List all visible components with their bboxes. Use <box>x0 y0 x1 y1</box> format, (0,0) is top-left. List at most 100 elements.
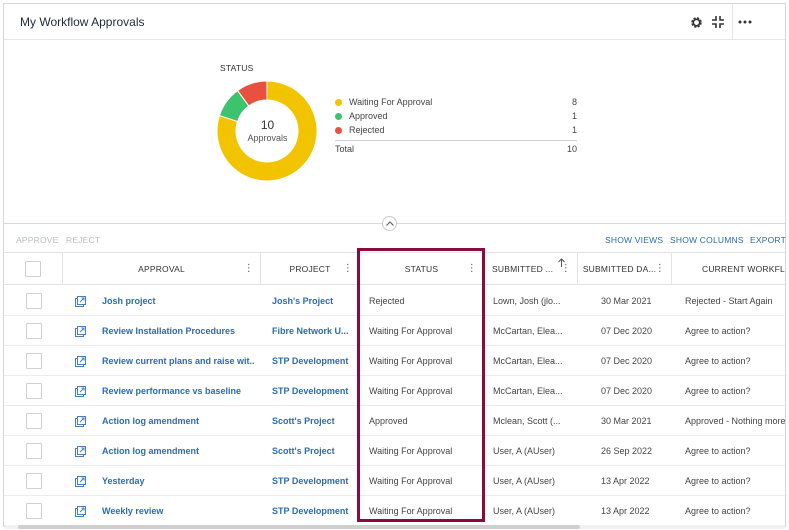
submitted-date-cell: 30 Mar 2021 <box>601 416 652 426</box>
row-checkbox[interactable] <box>26 473 42 489</box>
open-in-new-window-icon[interactable] <box>75 355 86 367</box>
column-header-status[interactable]: STATUS ⋮ <box>360 253 484 285</box>
status-cell: Waiting For Approval <box>369 476 453 486</box>
open-in-new-window-icon[interactable] <box>75 325 86 337</box>
donut-slice-rejected[interactable] <box>236 80 268 107</box>
column-menu-icon[interactable]: ⋮ <box>654 263 665 274</box>
status-cell: Approved <box>369 416 408 426</box>
column-header-project[interactable]: PROJECT ⋮ <box>261 253 360 285</box>
legend-label: Rejected <box>349 125 385 135</box>
project-link[interactable]: Scott's Project <box>272 446 335 456</box>
row-select-cell <box>26 316 46 346</box>
column-menu-icon[interactable]: ⋮ <box>466 263 477 274</box>
table-row[interactable]: Review Installation Procedures Fibre Netw… <box>4 316 785 346</box>
table-row[interactable]: Yesterday STP Development Waiting For Appr… <box>4 466 785 496</box>
open-in-new-window-icon[interactable] <box>75 505 86 517</box>
open-in-new-window-icon[interactable] <box>75 385 86 397</box>
submitted-date-cell: 07 Dec 2020 <box>601 326 653 336</box>
project-link[interactable]: STP Development <box>272 476 349 486</box>
row-checkbox[interactable] <box>26 353 42 369</box>
table-header: APPROVAL ⋮ PROJECT ⋮ STATUS ⋮ SUBMITTED … <box>4 252 785 285</box>
show-views-button[interactable]: SHOW VIEWS <box>605 235 664 245</box>
current-workflow-cell: Agree to action? <box>685 386 751 396</box>
column-menu-icon[interactable]: ⋮ <box>342 263 353 274</box>
approve-button[interactable]: APPROVE <box>16 235 59 245</box>
submitted-date-cell: 07 Dec 2020 <box>601 386 653 396</box>
open-in-new-window-icon[interactable] <box>75 295 86 307</box>
approval-link[interactable]: Josh project <box>102 296 156 306</box>
column-header-submitted-by[interactable]: SUBMITTED ... ⋮ <box>484 253 578 285</box>
sort-ascending-arrow-icon[interactable] <box>558 258 565 267</box>
submitted-by-cell: User, A (AUser) <box>493 506 556 516</box>
select-all-checkbox[interactable] <box>25 261 41 277</box>
current-workflow-cell: Agree to action? <box>685 446 751 456</box>
project-link[interactable]: Scott's Project <box>272 416 335 426</box>
collapse-arrows-icon[interactable] <box>710 14 726 30</box>
row-select-cell <box>26 346 46 376</box>
row-checkbox[interactable] <box>26 413 42 429</box>
row-select-cell <box>26 496 46 526</box>
table-row[interactable]: Action log amendment Scott's Project Appro… <box>4 406 785 436</box>
horizontal-scrollbar[interactable] <box>4 525 785 529</box>
export-button[interactable]: EXPORT <box>750 235 786 245</box>
current-workflow-cell: Agree to action? <box>685 506 751 516</box>
project-link[interactable]: STP Development <box>272 506 349 516</box>
donut-slice-waiting-for-approval[interactable] <box>216 80 318 182</box>
project-link[interactable]: STP Development <box>272 356 349 366</box>
column-header-approval[interactable]: APPROVAL ⋮ <box>63 253 261 285</box>
approval-link[interactable]: Yesterday <box>102 476 145 486</box>
collapse-chart-button[interactable] <box>382 216 397 231</box>
project-link[interactable]: STP Development <box>272 386 349 396</box>
row-checkbox[interactable] <box>26 383 42 399</box>
more-options-icon[interactable] <box>737 14 753 30</box>
column-menu-icon[interactable]: ⋮ <box>243 263 254 274</box>
donut-center-value: 10 <box>260 118 275 132</box>
table-row[interactable]: Review performance vs baseline STP Develo… <box>4 376 785 406</box>
table-row[interactable]: Josh project Josh's Project Rejected Lown, … <box>4 286 785 316</box>
column-menu-icon[interactable]: ⋮ <box>560 263 571 274</box>
header-separator <box>732 4 733 40</box>
project-link[interactable]: Josh's Project <box>272 296 334 306</box>
status-cell: Waiting For Approval <box>369 446 453 456</box>
open-in-new-window-icon[interactable] <box>75 445 86 457</box>
submitted-date-cell: 30 Mar 2021 <box>601 296 652 306</box>
column-header-label: PROJECT <box>289 264 331 274</box>
approval-link[interactable]: Review current plans and raise wit... <box>102 356 254 366</box>
column-header-label: STATUS <box>404 264 439 274</box>
approval-link[interactable]: Review Installation Procedures <box>102 326 236 336</box>
legend-total-value: 10 <box>566 144 577 154</box>
legend-dot-icon <box>335 127 342 134</box>
column-header-current-workflow[interactable]: CURRENT WORKFLOW <box>672 253 785 285</box>
row-checkbox[interactable] <box>26 443 42 459</box>
table-row[interactable]: Action log amendment Scott's Project Waiti… <box>4 436 785 466</box>
row-checkbox[interactable] <box>26 323 42 339</box>
row-open-cell <box>75 436 89 466</box>
scrollbar-thumb[interactable] <box>18 525 580 529</box>
row-open-cell <box>75 466 89 496</box>
donut-center-label: Approvals <box>247 133 288 143</box>
approval-link[interactable]: Review performance vs baseline <box>102 386 242 396</box>
row-select-cell <box>26 406 46 436</box>
column-header-submitted-date[interactable]: SUBMITTED DA... ⋮ <box>578 253 672 285</box>
approval-link[interactable]: Weekly review <box>102 506 164 516</box>
reject-button[interactable]: REJECT <box>66 235 101 245</box>
open-in-new-window-icon[interactable] <box>75 415 86 427</box>
row-select-cell <box>26 376 46 406</box>
column-header-label: CURRENT WORKFLOW <box>702 264 785 274</box>
approval-link[interactable]: Action log amendment <box>102 446 200 456</box>
table-row[interactable]: Weekly review STP Development Waiting For … <box>4 496 785 526</box>
project-link[interactable]: Fibre Network U... <box>272 326 349 336</box>
show-columns-button[interactable]: SHOW COLUMNS <box>670 235 744 245</box>
row-open-cell <box>75 376 89 406</box>
row-checkbox[interactable] <box>26 503 42 519</box>
row-select-cell <box>26 436 46 466</box>
legend-label: Approved <box>349 111 388 121</box>
approval-link[interactable]: Action log amendment <box>102 416 200 426</box>
table-row[interactable]: Review current plans and raise wit... STP… <box>4 346 785 376</box>
settings-gear-icon[interactable] <box>688 14 704 30</box>
legend-value: 8 <box>571 97 577 107</box>
legend-dot-icon <box>335 113 342 120</box>
row-checkbox[interactable] <box>26 293 42 309</box>
open-in-new-window-icon[interactable] <box>75 475 86 487</box>
column-header-label: SUBMITTED DA... <box>582 264 657 274</box>
